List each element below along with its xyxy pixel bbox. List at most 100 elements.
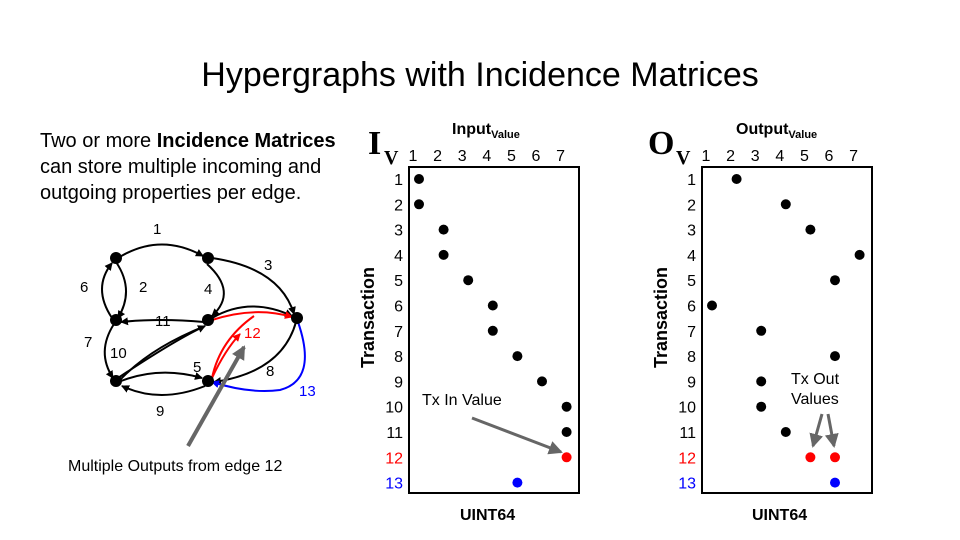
matrix-entry-dot: [805, 452, 816, 463]
edge-label-13: 13: [299, 383, 316, 400]
matrix-footer: UINT64: [460, 507, 515, 524]
graph-edge-10b: [119, 325, 206, 381]
graph-edge-9: [121, 385, 206, 396]
row-label: 1: [687, 172, 696, 189]
row-label: 8: [394, 349, 403, 366]
row-label: 2: [687, 197, 696, 214]
row-label: 11: [386, 425, 403, 442]
row-label: 9: [394, 374, 403, 391]
matrix-entry-dot: [414, 174, 424, 184]
matrix-entry-dot: [780, 427, 791, 437]
graph-node: [202, 375, 214, 387]
graph-node: [202, 314, 214, 326]
matrix-entry-dot: [756, 401, 767, 412]
column-label: 1: [702, 148, 711, 165]
row-axis-label: Transaction: [358, 267, 378, 368]
row-label: 6: [394, 299, 403, 316]
graph-edge-5: [120, 371, 203, 382]
matrix-frame: [701, 166, 873, 494]
column-label: 4: [482, 148, 491, 165]
row-label: 1: [394, 172, 403, 189]
matrix-entry-dot: [854, 249, 865, 260]
matrix-entry-dot: [561, 452, 572, 463]
row-label: 5: [394, 273, 403, 290]
matrix-entry-dot: [463, 275, 474, 286]
matrix-entry-dot: [830, 477, 840, 488]
row-label: 3: [394, 223, 403, 240]
row-label: 9: [687, 374, 696, 391]
row-label: 12: [678, 450, 696, 467]
matrix-header-input: InputValue: [452, 121, 520, 141]
edge-label-5: 5: [193, 359, 201, 376]
graph-node: [110, 375, 122, 387]
row-axis-label: Transaction: [651, 267, 671, 368]
edge-label-12: 12: [244, 325, 261, 342]
column-label: 3: [458, 148, 467, 165]
column-label: 4: [775, 148, 784, 165]
matrix-symbol-o: O: [648, 125, 674, 162]
row-label: 2: [394, 197, 403, 214]
matrix-entry-dot: [487, 325, 498, 336]
matrix-entry-dot: [756, 376, 767, 387]
matrix-entry-dot: [414, 199, 424, 210]
column-label: 6: [532, 148, 541, 165]
row-label: 7: [394, 324, 403, 341]
row-label: 4: [394, 248, 403, 265]
matrix-entry-dot: [512, 477, 523, 488]
graph-edge-6: [101, 262, 113, 319]
graph-edge-4: [206, 263, 225, 317]
matrix-entry-dot: [707, 300, 717, 311]
row-label: 13: [678, 476, 696, 493]
matrix-entry-dot: [438, 249, 449, 260]
graph-edge-4b: [211, 305, 293, 319]
annotation-arrow: [824, 413, 839, 448]
row-label: 10: [678, 400, 696, 417]
matrix-footer: UINT64: [752, 507, 807, 524]
matrix-header-output: OutputValue: [736, 121, 817, 141]
column-label: 3: [751, 148, 760, 165]
matrix-symbol-i-sub: V: [384, 147, 399, 169]
matrix-entry-dot: [512, 351, 523, 362]
edge-label-11: 11: [155, 313, 171, 330]
graph-edge-12b: [211, 315, 255, 379]
graph-node: [291, 312, 303, 324]
matrix-frame: [408, 166, 580, 494]
row-label: 7: [687, 324, 696, 341]
intro-suffix: can store multiple incoming and outgoing…: [40, 156, 322, 204]
row-label: 4: [687, 248, 696, 265]
edge-label-8: 8: [266, 363, 274, 380]
row-label: 11: [679, 425, 696, 442]
caption-arrow: [186, 345, 246, 447]
column-label: 2: [726, 148, 735, 165]
matrix-symbol-i: I: [368, 125, 381, 162]
edge-label-9: 9: [156, 403, 164, 420]
matrix-entry-dot: [731, 174, 742, 184]
graph-edge-11: [120, 317, 205, 326]
matrix-entry-dot: [756, 325, 767, 336]
matrix-entry-dot: [487, 300, 498, 311]
row-label: 13: [385, 476, 403, 493]
edge-label-6: 6: [80, 279, 88, 296]
graph-edge-3: [211, 257, 296, 315]
row-label: 8: [687, 349, 696, 366]
slide-title: Hypergraphs with Incidence Matrices: [201, 56, 759, 94]
graph-edge-12a: [211, 311, 293, 321]
annotation-tx-in-value: Tx In Value: [422, 392, 502, 409]
row-label: 12: [385, 450, 403, 467]
row-label: 6: [687, 299, 696, 316]
matrix-entry-dot: [438, 224, 449, 235]
column-label: 6: [825, 148, 834, 165]
graph-edge-13: [211, 321, 306, 392]
graph-edge-12c: [211, 333, 241, 379]
edge-label-2: 2: [139, 279, 147, 296]
graph-node: [110, 252, 122, 264]
intro-text: Two or more Incidence Matrices can store…: [40, 128, 370, 206]
matrix-entry-dot: [830, 452, 840, 463]
annotation-arrow: [471, 416, 563, 455]
intro-prefix: Two or more: [40, 130, 157, 152]
intro-bold: Incidence Matrices: [156, 130, 336, 152]
annotation-tx-out-line2: Values: [791, 391, 839, 408]
graph-edge-1: [117, 243, 204, 259]
